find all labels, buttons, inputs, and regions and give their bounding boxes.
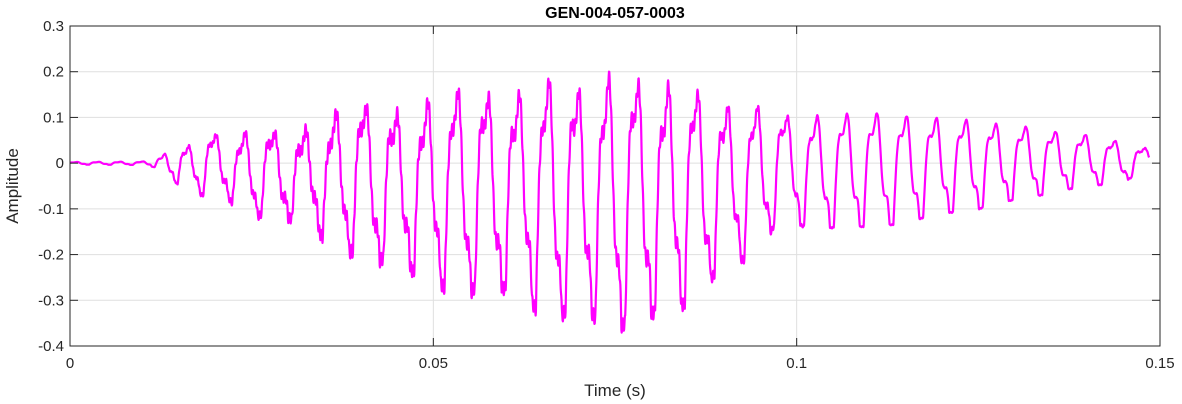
plot-area bbox=[69, 70, 1151, 334]
chart-title: GEN-004-057-0003 bbox=[545, 5, 685, 22]
x-axis-label: Time (s) bbox=[584, 381, 646, 400]
y-axis-label: Amplitude bbox=[3, 148, 22, 224]
y-tick-label: 0 bbox=[56, 155, 64, 172]
y-tick-label: 0.2 bbox=[43, 64, 64, 81]
x-tick-label: 0.05 bbox=[419, 355, 448, 372]
y-tick-label: -0.4 bbox=[38, 338, 64, 355]
y-tick-label: 0.3 bbox=[43, 18, 64, 35]
x-tick-label: 0.1 bbox=[786, 355, 807, 372]
series-line bbox=[69, 70, 1151, 334]
x-tick-label: 0 bbox=[66, 355, 74, 372]
x-tick-label: 0.15 bbox=[1145, 355, 1174, 372]
y-tick-label: -0.3 bbox=[38, 292, 64, 309]
axes-box bbox=[69, 25, 1161, 347]
y-tick-label: -0.1 bbox=[38, 201, 64, 218]
y-tick-label: -0.2 bbox=[38, 247, 64, 264]
ticks: 0 0.05 0.1 0.15 -0.4 -0.3 -0.2 -0.1 0 0.1 0.2 0.3 bbox=[38, 18, 1174, 372]
y-tick-label: 0.1 bbox=[43, 109, 64, 126]
